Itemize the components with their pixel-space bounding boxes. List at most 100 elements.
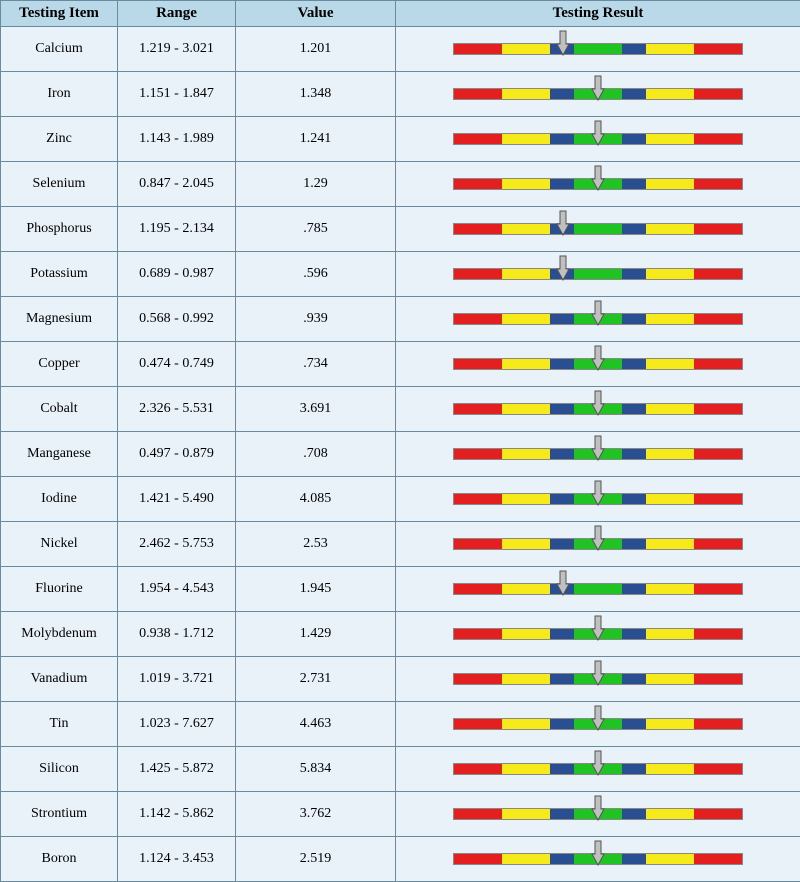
gauge-segment — [646, 764, 694, 774]
gauge-segment — [574, 674, 622, 684]
gauge-segment — [694, 269, 742, 279]
gauge-segment — [622, 629, 646, 639]
gauge-segment — [694, 629, 742, 639]
gauge-segment — [550, 359, 574, 369]
gauge-segment — [454, 89, 502, 99]
cell-value: 4.463 — [236, 702, 396, 747]
gauge — [453, 628, 743, 640]
cell-result — [396, 792, 800, 837]
gauge-segment — [574, 494, 622, 504]
gauge-segment — [622, 764, 646, 774]
gauge-segment — [574, 269, 622, 279]
table-row: Cobalt2.326 - 5.5313.691 — [1, 387, 800, 432]
gauge-segment — [694, 134, 742, 144]
gauge — [453, 718, 743, 730]
gauge-segment — [694, 89, 742, 99]
gauge-segment — [502, 224, 550, 234]
gauge-segment — [622, 449, 646, 459]
gauge-segment — [694, 179, 742, 189]
cell-value: .785 — [236, 207, 396, 252]
cell-range: 0.938 - 1.712 — [118, 612, 236, 657]
gauge-segment — [574, 89, 622, 99]
cell-value: 1.348 — [236, 72, 396, 117]
header-result: Testing Result — [396, 1, 800, 27]
gauge-segment — [550, 674, 574, 684]
table-row: Selenium0.847 - 2.0451.29 — [1, 162, 800, 207]
gauge-segment — [454, 629, 502, 639]
gauge-segment — [622, 719, 646, 729]
gauge — [453, 853, 743, 865]
gauge — [453, 43, 743, 55]
cell-item: Molybdenum — [1, 612, 118, 657]
cell-result — [396, 207, 800, 252]
gauge-segment — [646, 359, 694, 369]
table-row: Magnesium0.568 - 0.992.939 — [1, 297, 800, 342]
cell-result — [396, 72, 800, 117]
gauge-segment — [502, 269, 550, 279]
gauge-segment — [646, 539, 694, 549]
gauge-segment — [502, 539, 550, 549]
gauge — [453, 223, 743, 235]
header-item: Testing Item — [1, 1, 118, 27]
gauge-segment — [646, 44, 694, 54]
gauge-segment — [454, 269, 502, 279]
cell-result — [396, 342, 800, 387]
gauge-segment — [550, 584, 574, 594]
gauge-segment — [502, 674, 550, 684]
cell-result — [396, 837, 800, 882]
gauge-segment — [646, 584, 694, 594]
gauge-segment — [454, 134, 502, 144]
gauge-segment — [550, 629, 574, 639]
gauge-segment — [622, 584, 646, 594]
gauge-segment — [502, 719, 550, 729]
gauge-segment — [574, 719, 622, 729]
cell-result — [396, 702, 800, 747]
cell-value: 1.29 — [236, 162, 396, 207]
cell-value: 3.762 — [236, 792, 396, 837]
gauge-segment — [646, 719, 694, 729]
cell-range: 0.497 - 0.879 — [118, 432, 236, 477]
cell-result — [396, 27, 800, 72]
table-row: Potassium0.689 - 0.987.596 — [1, 252, 800, 297]
cell-item: Zinc — [1, 117, 118, 162]
cell-range: 1.023 - 7.627 — [118, 702, 236, 747]
gauge-segment — [550, 404, 574, 414]
cell-result — [396, 387, 800, 432]
gauge-segment — [694, 674, 742, 684]
cell-item: Fluorine — [1, 567, 118, 612]
cell-result — [396, 162, 800, 207]
gauge-segment — [622, 89, 646, 99]
gauge-segment — [454, 584, 502, 594]
table-row: Manganese0.497 - 0.879.708 — [1, 432, 800, 477]
gauge-segment — [646, 629, 694, 639]
table-row: Vanadium1.019 - 3.7212.731 — [1, 657, 800, 702]
gauge-segment — [454, 314, 502, 324]
gauge-segment — [502, 629, 550, 639]
cell-result — [396, 252, 800, 297]
cell-range: 2.462 - 5.753 — [118, 522, 236, 567]
gauge-segment — [646, 809, 694, 819]
gauge-segment — [454, 719, 502, 729]
gauge — [453, 583, 743, 595]
gauge-segment — [454, 404, 502, 414]
gauge-segment — [694, 359, 742, 369]
gauge-segment — [550, 449, 574, 459]
cell-item: Strontium — [1, 792, 118, 837]
gauge-segment — [574, 224, 622, 234]
gauge-segment — [694, 224, 742, 234]
table-row: Fluorine1.954 - 4.5431.945 — [1, 567, 800, 612]
gauge-segment — [454, 539, 502, 549]
gauge-segment — [550, 764, 574, 774]
gauge-segment — [646, 494, 694, 504]
gauge-segment — [550, 539, 574, 549]
gauge-segment — [694, 314, 742, 324]
gauge-segment — [454, 494, 502, 504]
gauge — [453, 178, 743, 190]
cell-result — [396, 567, 800, 612]
cell-item: Tin — [1, 702, 118, 747]
gauge-segment — [574, 314, 622, 324]
gauge-segment — [622, 359, 646, 369]
gauge-segment — [646, 89, 694, 99]
gauge-segment — [502, 584, 550, 594]
gauge-segment — [502, 359, 550, 369]
